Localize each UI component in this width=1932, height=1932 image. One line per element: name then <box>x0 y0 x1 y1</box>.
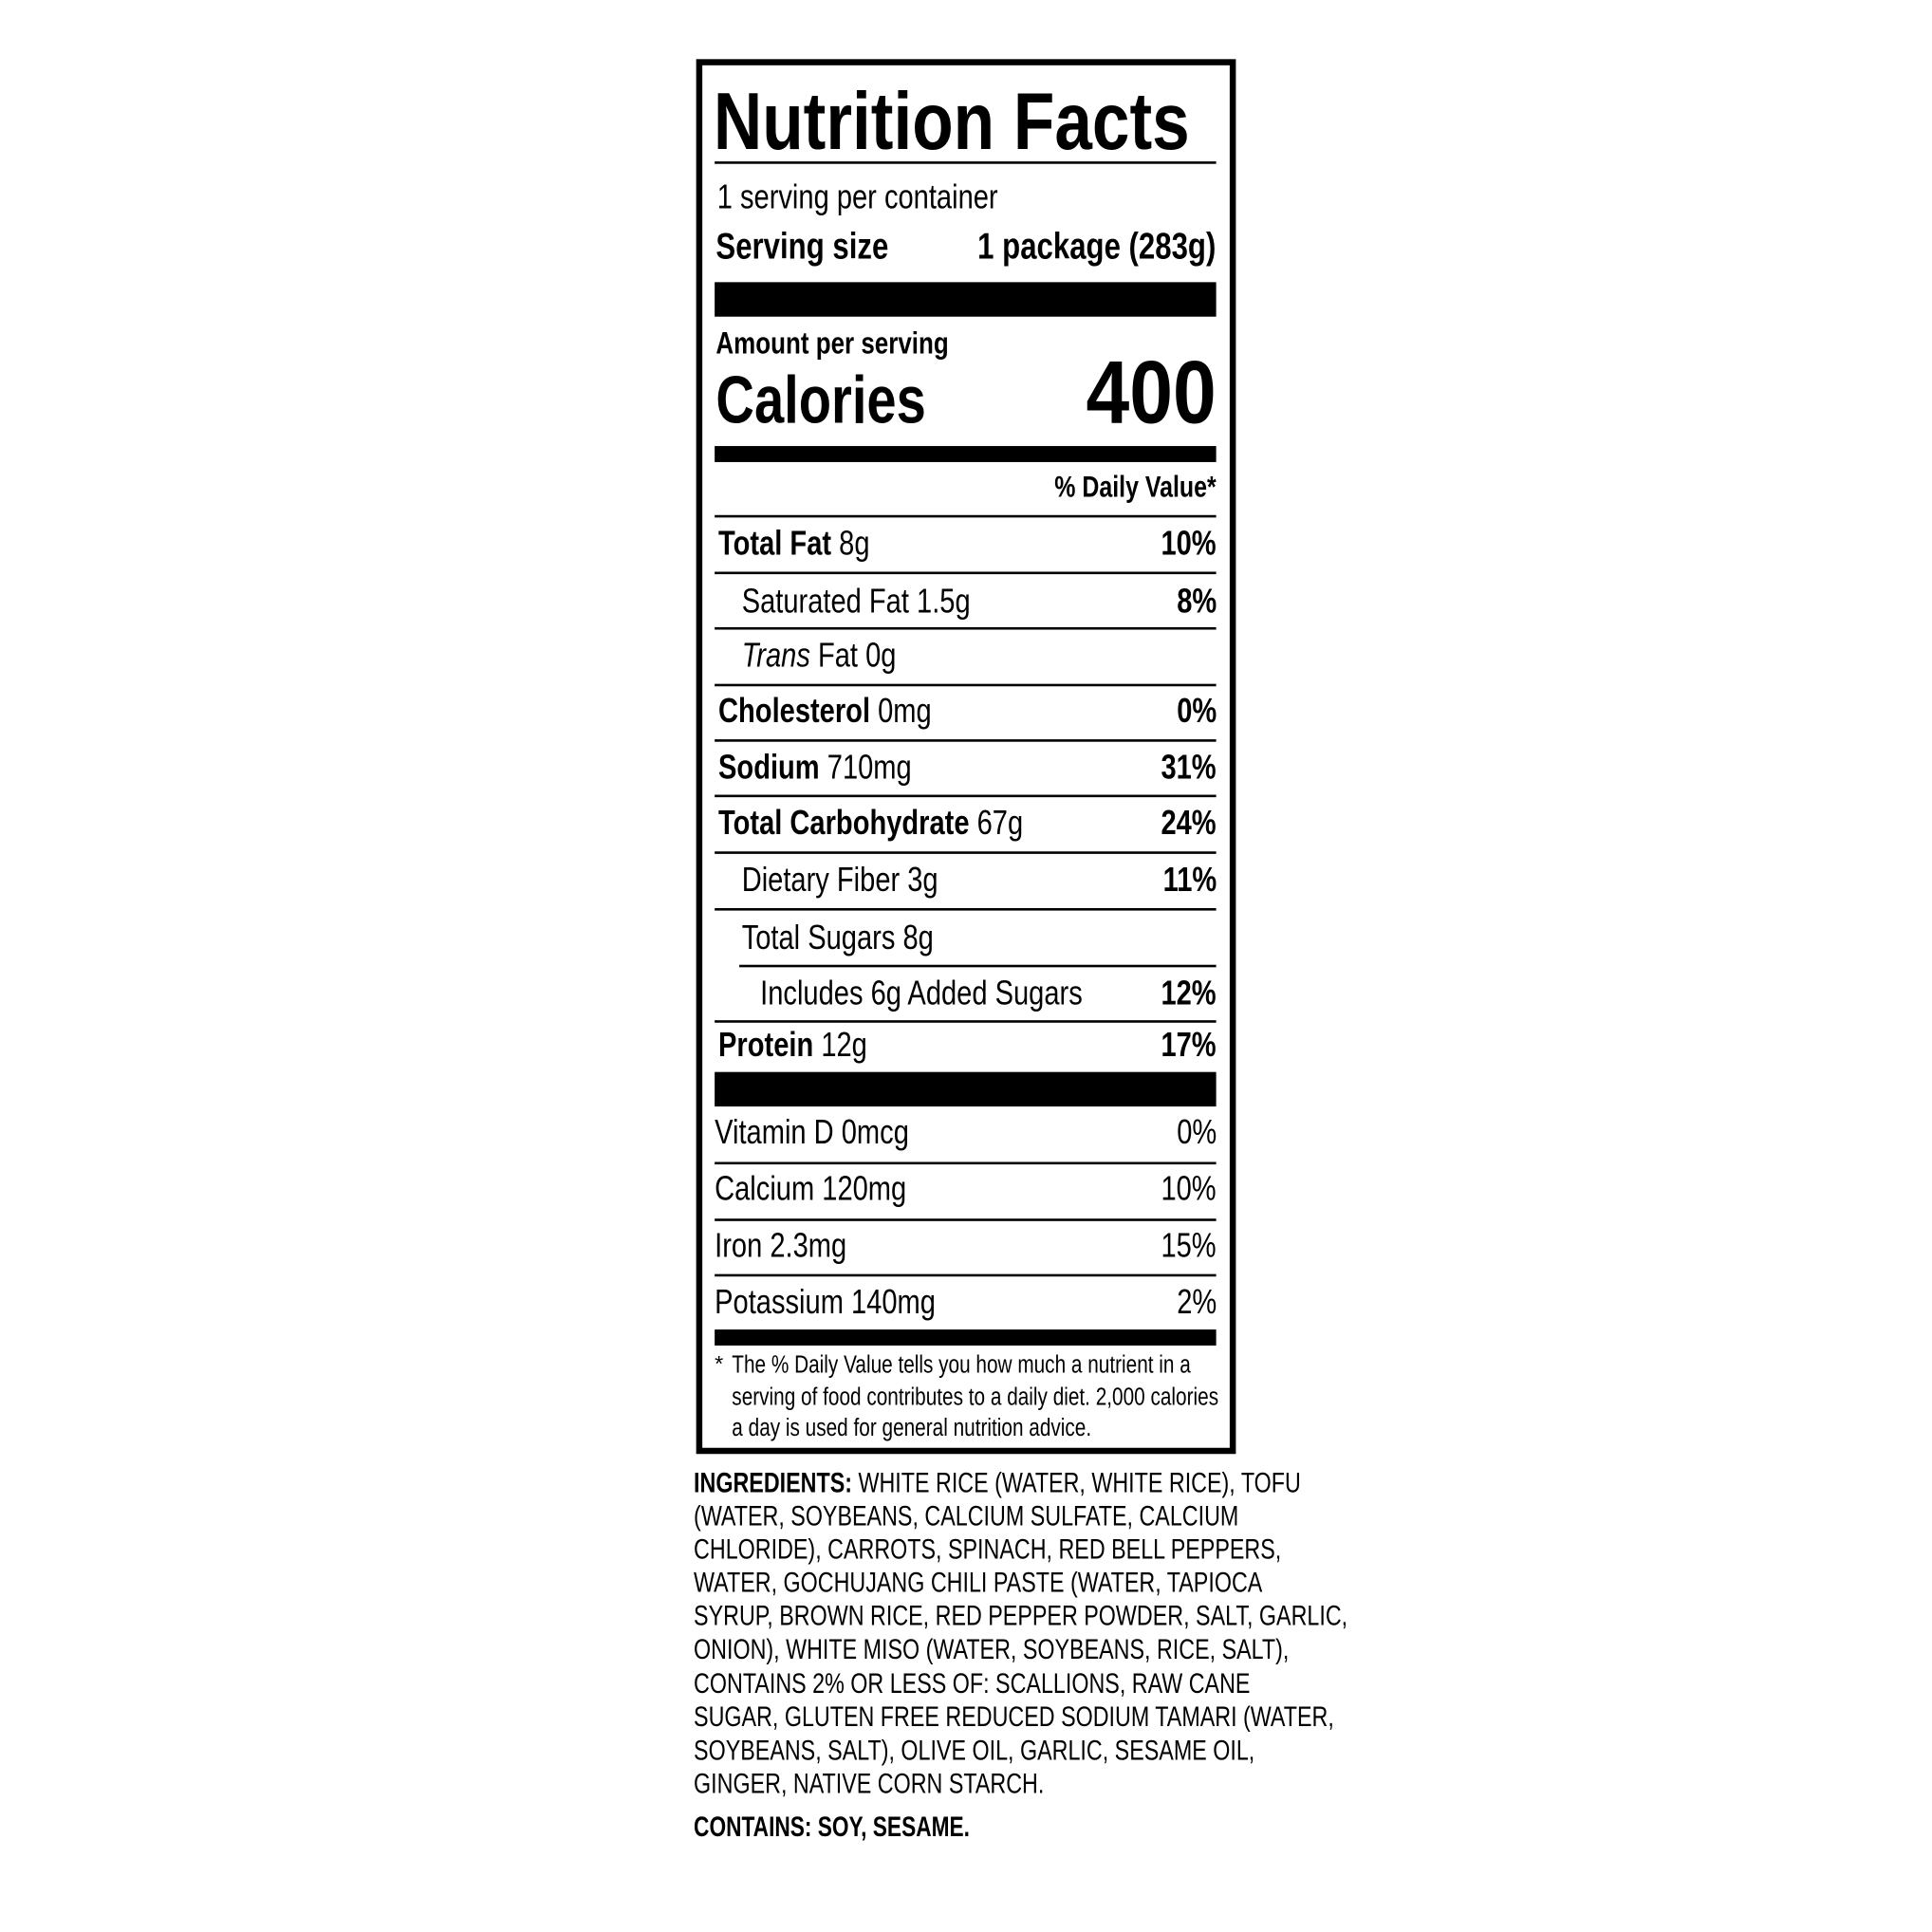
divider <box>715 739 1217 742</box>
label-title: Nutrition Facts <box>713 75 1190 167</box>
ingredients-list: INGREDIENTS: WHITE RICE (WATER, WHITE RI… <box>694 1466 1348 1799</box>
divider <box>715 1273 1217 1276</box>
vitamin-row-vitamin-d: Vitamin D 0mcg 0% <box>715 1112 1217 1151</box>
serving-size-value: 1 package (283g) <box>977 226 1217 268</box>
divider <box>715 683 1217 686</box>
vitamin-row-potassium: Potassium 140mg 2% <box>715 1282 1217 1321</box>
footnote: The % Daily Value tells you how much a n… <box>732 1351 1219 1442</box>
thick-divider <box>715 282 1217 317</box>
nutrient-row-dietary-fiber: Dietary Fiber 3g 11% <box>741 860 1217 899</box>
divider <box>715 514 1217 517</box>
serving-size-label: Serving size <box>715 226 889 268</box>
divider <box>715 1218 1217 1221</box>
nutrient-row-total-sugars: Total Sugars 8g <box>741 918 934 957</box>
medium-divider <box>715 1329 1217 1346</box>
nutrient-row-sodium: Sodium 710mg 31% <box>718 748 1217 787</box>
vitamin-row-calcium: Calcium 120mg 10% <box>715 1169 1217 1208</box>
nutrient-row-protein: Protein 12g 17% <box>718 1025 1217 1064</box>
thick-divider <box>715 1071 1217 1107</box>
nutrient-row-cholesterol: Cholesterol 0mg 0% <box>718 691 1217 730</box>
calories-label: Calories <box>715 363 926 437</box>
divider <box>715 626 1217 629</box>
nutrient-row-trans-fat: Trans Fat 0g <box>741 636 897 675</box>
divider <box>715 161 1217 164</box>
calories-value: 400 <box>1086 344 1217 443</box>
amount-per-serving: Amount per serving <box>715 326 949 362</box>
divider <box>715 907 1217 910</box>
nutrition-facts-panel <box>696 59 1236 1455</box>
divider <box>715 571 1217 574</box>
divider <box>715 794 1217 797</box>
daily-value-header: % Daily Value* <box>1054 471 1217 505</box>
nutrient-row-total-fat: Total Fat 8g 10% <box>718 523 1217 563</box>
servings-per-container: 1 serving per container <box>716 176 998 216</box>
divider <box>739 964 1217 967</box>
nutrient-row-added-sugars: Includes 6g Added Sugars 12% <box>760 973 1217 1012</box>
nutrient-row-total-carbohydrate: Total Carbohydrate 67g 24% <box>718 803 1217 842</box>
allergen-statement: CONTAINS: SOY, SESAME. <box>694 1810 970 1843</box>
divider <box>715 1161 1217 1164</box>
footnote-asterisk: * <box>715 1351 724 1377</box>
divider <box>715 1020 1217 1023</box>
vitamin-row-iron: Iron 2.3mg 15% <box>715 1226 1217 1265</box>
divider <box>715 851 1217 854</box>
medium-divider <box>715 446 1217 462</box>
nutrient-row-saturated-fat: Saturated Fat 1.5g 8% <box>741 581 1217 621</box>
